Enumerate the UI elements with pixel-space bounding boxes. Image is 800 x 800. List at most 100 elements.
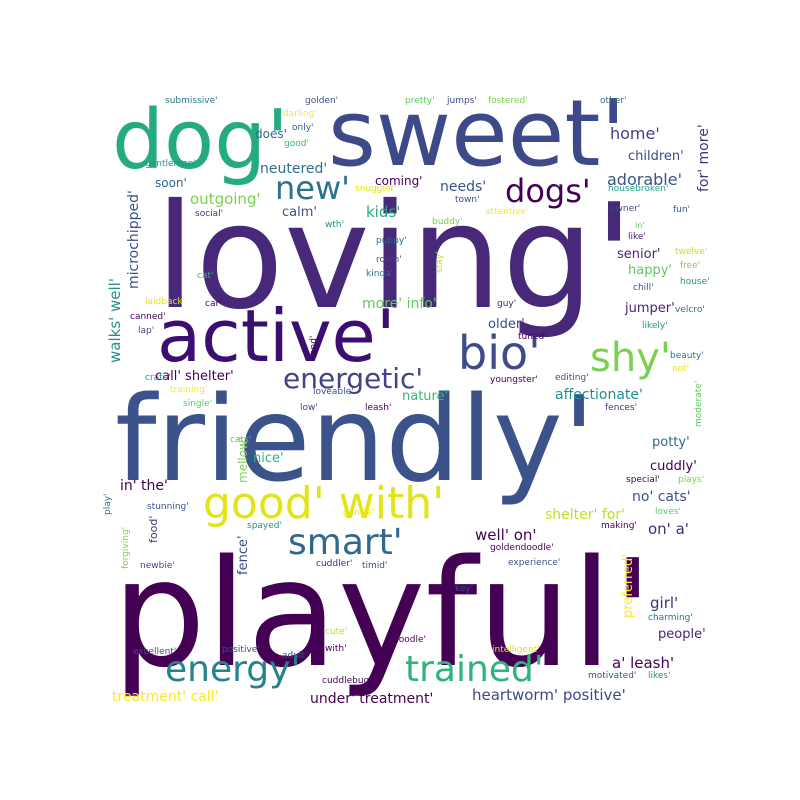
word-happy: happy': [628, 263, 672, 278]
word-forgiving: forgiving': [121, 526, 131, 569]
word-cats: cats': [230, 435, 252, 445]
word-car: car': [205, 299, 222, 309]
word-room: room': [376, 255, 402, 265]
word-no-cats: no' cats': [632, 489, 691, 505]
word-stay: stay': [435, 251, 445, 273]
word-new: new': [275, 169, 350, 207]
word-shelter-for: shelter' for': [545, 507, 625, 523]
word-friendly: friendly': [115, 370, 596, 508]
word-more-info: more' info': [362, 296, 437, 312]
word-chill: chill': [633, 283, 654, 293]
word-calm: calm': [282, 205, 317, 220]
word-only: only': [292, 123, 314, 133]
word-call-shelter: call' shelter': [155, 369, 234, 384]
word-fence: fence': [236, 535, 251, 575]
word-in-the: in' the': [120, 478, 168, 494]
word-bio: bio': [458, 326, 541, 380]
word-preferred: preferred': [621, 554, 636, 618]
word-well-on: well' on': [475, 526, 537, 544]
word-cuddlebug: cuddlebug': [322, 676, 372, 686]
word-tuned: tuned': [518, 332, 547, 342]
word-fostered: fostered': [488, 96, 528, 106]
word-potty: potty': [652, 435, 690, 450]
word-experience: experience': [508, 558, 561, 568]
word-free: free': [680, 261, 701, 271]
word-cute: cute': [325, 627, 348, 637]
word-under-treatment: under' treatment': [310, 691, 434, 707]
word-with: with': [325, 644, 347, 654]
word-active: active': [157, 294, 396, 378]
word-heartworm-positive: heartworm' positive': [472, 686, 626, 704]
word-likes: likes': [648, 671, 671, 681]
word-newbie: newbie': [140, 561, 175, 571]
word-smart: smart': [288, 522, 403, 563]
word-gentleman: gentleman': [145, 159, 196, 169]
word-soon: soon': [155, 176, 187, 190]
word-energetic: energetic': [283, 362, 424, 395]
word-older: older': [488, 317, 525, 332]
word-laidback: laidback': [145, 297, 186, 307]
word-girl: girl': [650, 594, 679, 612]
word-for-more: for' more': [696, 124, 712, 192]
word-crate: crate': [145, 373, 171, 383]
word-owner: owner': [610, 204, 641, 214]
word-microchipped: microchipped': [126, 190, 142, 290]
word-shy: shy': [590, 335, 671, 381]
word-moderate: moderate': [694, 380, 704, 427]
word-and: and': [309, 335, 319, 355]
word-like: like': [628, 232, 646, 242]
word-buddy: buddy': [432, 217, 463, 227]
word-positive: positive': [222, 645, 260, 655]
word-nature: nature': [402, 389, 449, 404]
word-nice: nice': [253, 451, 284, 466]
word-sweet: sweet': [328, 80, 626, 187]
word-timid: timid': [362, 561, 388, 571]
word-jumps: jumps': [447, 96, 477, 106]
word-guy: guy': [497, 299, 517, 309]
word-a-leash: a' leash': [612, 654, 675, 672]
word-motivated: motivated': [588, 671, 637, 681]
word-low: low': [300, 403, 318, 413]
word-charming: charming': [648, 613, 693, 623]
word-outgoing: outgoing': [190, 190, 261, 208]
word-stunning: stunning': [147, 502, 189, 512]
word-lap: lap': [138, 326, 155, 336]
word-submissive: submissive': [165, 96, 218, 106]
word-play: play': [103, 493, 113, 515]
word-loves: loves': [655, 507, 682, 517]
word-on-a: on' a': [648, 520, 689, 538]
word-good-with: good' with': [203, 478, 445, 529]
word-loving: loving': [155, 173, 634, 342]
word-not: not': [672, 364, 690, 374]
word-cat: cat': [197, 271, 214, 281]
word-kinda: kinda': [366, 269, 394, 279]
word-doodle: doodle': [393, 635, 426, 645]
word-beauty: beauty': [670, 351, 704, 361]
word-fun: fun': [673, 205, 691, 215]
word-does: does': [255, 127, 287, 141]
word-twelve: twelve': [675, 247, 708, 257]
word-likely: likely': [642, 321, 668, 331]
word-golden: golden': [305, 96, 339, 106]
word-puppy: puppy': [376, 236, 407, 246]
word-snuggler: snuggler': [355, 184, 397, 194]
word-making: making': [601, 521, 637, 531]
word-special: special': [626, 475, 660, 485]
word-in: in': [635, 221, 645, 230]
word-town: town': [455, 195, 480, 205]
word-loveable: loveable': [313, 387, 354, 397]
word-walks-well: walks' well': [106, 278, 124, 363]
word-other: other': [600, 96, 627, 106]
word-leash: leash': [365, 403, 392, 413]
word-key: key': [455, 584, 474, 594]
word-jumper: jumper': [625, 301, 675, 316]
word-cuddly: cuddly': [650, 459, 697, 474]
word-editing: editing': [555, 373, 589, 383]
word-youngster: youngster': [490, 375, 538, 385]
word-fences: fences': [605, 403, 638, 413]
word-playful: playful': [112, 528, 654, 700]
word-dog: dog': [112, 93, 289, 188]
word-food: food': [147, 515, 160, 543]
word-housebroken: housebroken': [608, 184, 669, 194]
word-home: home': [610, 124, 660, 143]
